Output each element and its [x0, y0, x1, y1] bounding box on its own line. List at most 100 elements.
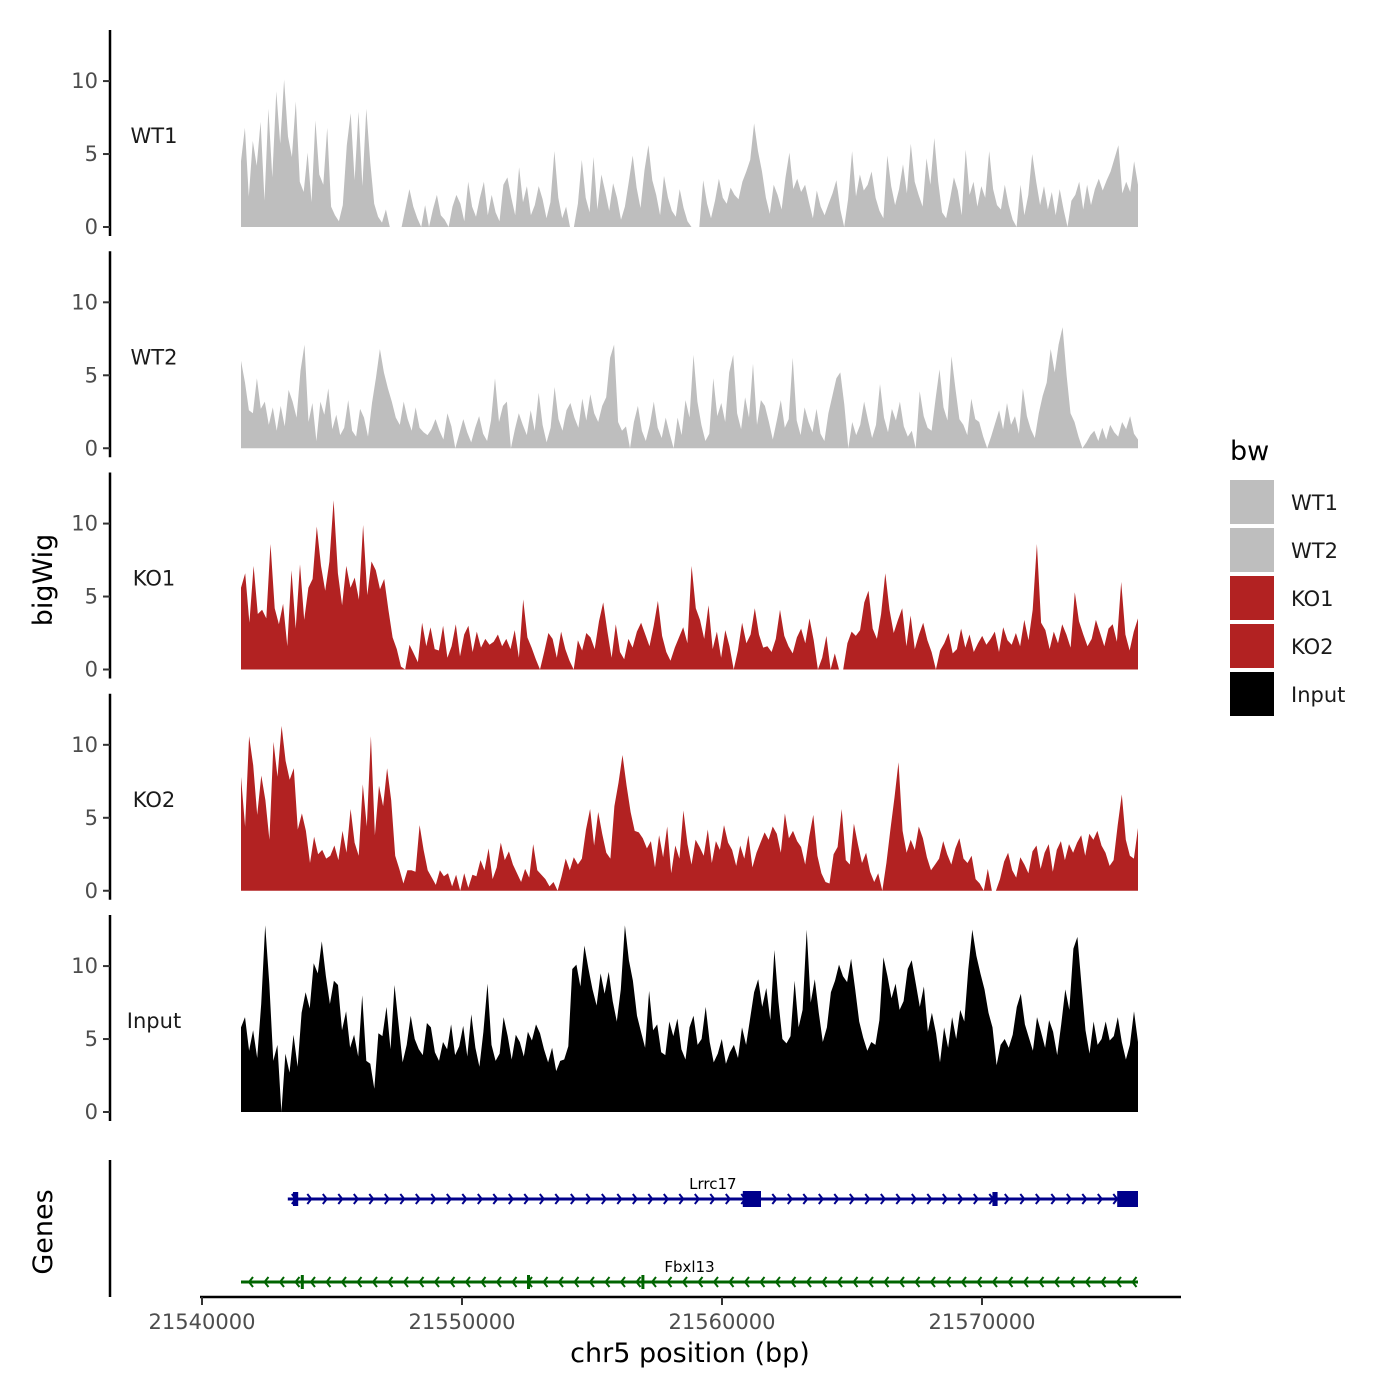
- exon: [293, 1192, 299, 1206]
- strand-arrow: [1019, 1193, 1026, 1205]
- strand-arrow: [449, 1276, 456, 1288]
- strand-arrow: [942, 1193, 949, 1205]
- strand-arrow: [415, 1193, 422, 1205]
- exon: [992, 1192, 998, 1206]
- strand-arrow: [387, 1276, 394, 1288]
- y-tick-label: 0: [85, 215, 98, 239]
- legend-swatch: [1230, 672, 1274, 716]
- strand-arrow: [709, 1193, 716, 1205]
- strand-arrow: [632, 1193, 639, 1205]
- strand-arrow: [759, 1276, 766, 1288]
- genes-panel: Lrrc17 Fbxl13: [108, 1160, 1138, 1297]
- strand-arrow: [1069, 1276, 1076, 1288]
- strand-arrow: [1038, 1276, 1045, 1288]
- strand-arrow: [666, 1276, 673, 1288]
- strand-arrow: [743, 1276, 750, 1288]
- strand-arrow: [294, 1276, 301, 1288]
- strand-arrow: [588, 1276, 595, 1288]
- strand-arrow: [1097, 1193, 1104, 1205]
- gene-label: Fbxl13: [664, 1258, 714, 1276]
- strand-arrow: [418, 1276, 425, 1288]
- strand-arrow: [601, 1193, 608, 1205]
- signal-area-ko2: [241, 725, 1138, 891]
- strand-arrow: [433, 1276, 440, 1288]
- y-tick-label: 10: [71, 512, 98, 536]
- strand-arrow: [725, 1193, 732, 1205]
- gene-fbxl13: Fbxl13: [241, 1258, 1138, 1289]
- strand-arrow: [402, 1276, 409, 1288]
- exon: [641, 1275, 645, 1289]
- y-tick-label: 10: [71, 69, 98, 93]
- strand-arrow: [1035, 1193, 1042, 1205]
- strand-arrow: [650, 1276, 657, 1288]
- strand-arrow: [371, 1276, 378, 1288]
- legend-swatch: [1230, 576, 1274, 620]
- strand-arrow: [384, 1193, 391, 1205]
- strand-arrow: [712, 1276, 719, 1288]
- exon: [1117, 1191, 1138, 1207]
- strand-arrow: [771, 1193, 778, 1205]
- y-tick-label: 0: [85, 879, 98, 903]
- legend-item-wt1: WT1: [1230, 480, 1338, 524]
- strand-arrow: [1115, 1276, 1122, 1288]
- track-label: WT1: [131, 124, 178, 148]
- strand-arrow: [477, 1193, 484, 1205]
- strand-arrow: [511, 1276, 518, 1288]
- exon: [742, 1191, 761, 1207]
- signal-area-wt1: [241, 79, 1138, 227]
- strand-arrow: [774, 1276, 781, 1288]
- strand-arrow: [573, 1276, 580, 1288]
- track-wt2: 0 5 10 WT2: [71, 251, 1138, 460]
- x-axis: 21540000 21550000 21560000 21570000: [149, 1295, 1181, 1334]
- strand-arrow: [1081, 1193, 1088, 1205]
- signal-area-input: [241, 925, 1138, 1112]
- genes-axis-title: Genes: [28, 1189, 59, 1274]
- strand-arrow: [604, 1276, 611, 1288]
- strand-arrow: [1007, 1276, 1014, 1288]
- strand-arrow: [306, 1193, 313, 1205]
- strand-arrow: [480, 1276, 487, 1288]
- strand-arrow: [976, 1276, 983, 1288]
- strand-arrow: [911, 1193, 918, 1205]
- exon: [527, 1275, 530, 1289]
- track-ko1: 0 5 10 KO1: [71, 472, 1138, 682]
- strand-arrow: [247, 1276, 254, 1288]
- track-label: KO1: [133, 567, 176, 591]
- strand-arrow: [1053, 1276, 1060, 1288]
- strand-arrow: [898, 1276, 905, 1288]
- strand-arrow: [836, 1276, 843, 1288]
- track-label: Input: [127, 1009, 181, 1033]
- strand-arrow: [728, 1276, 735, 1288]
- strand-arrow: [864, 1193, 871, 1205]
- strand-arrow: [554, 1193, 561, 1205]
- strand-arrow: [309, 1276, 316, 1288]
- strand-arrow: [368, 1193, 375, 1205]
- exon: [300, 1275, 304, 1289]
- strand-arrow: [542, 1276, 549, 1288]
- y-tick-label: 10: [71, 954, 98, 978]
- legend-label: WT2: [1291, 539, 1338, 563]
- legend-label: KO2: [1291, 635, 1334, 659]
- strand-arrow: [880, 1193, 887, 1205]
- strand-arrow: [929, 1276, 936, 1288]
- track-input: 0 5 10 Input: [71, 915, 1138, 1124]
- strand-arrow: [495, 1276, 502, 1288]
- y-tick-label: 10: [71, 290, 98, 314]
- strand-arrow: [492, 1193, 499, 1205]
- strand-arrow: [833, 1193, 840, 1205]
- strand-arrow: [263, 1276, 270, 1288]
- strand-arrow: [694, 1193, 701, 1205]
- legend-item-ko1: KO1: [1230, 576, 1334, 620]
- legend-label: Input: [1291, 683, 1345, 707]
- strand-arrow: [914, 1276, 921, 1288]
- strand-arrow: [585, 1193, 592, 1205]
- gene-lrrc17: Lrrc17: [287, 1175, 1138, 1207]
- strand-arrow: [635, 1276, 642, 1288]
- strand-arrow: [1066, 1193, 1073, 1205]
- strand-arrow: [570, 1193, 577, 1205]
- strand-arrow: [1131, 1276, 1138, 1288]
- signal-area-ko1: [241, 500, 1138, 670]
- strand-arrow: [973, 1193, 980, 1205]
- strand-arrow: [957, 1193, 964, 1205]
